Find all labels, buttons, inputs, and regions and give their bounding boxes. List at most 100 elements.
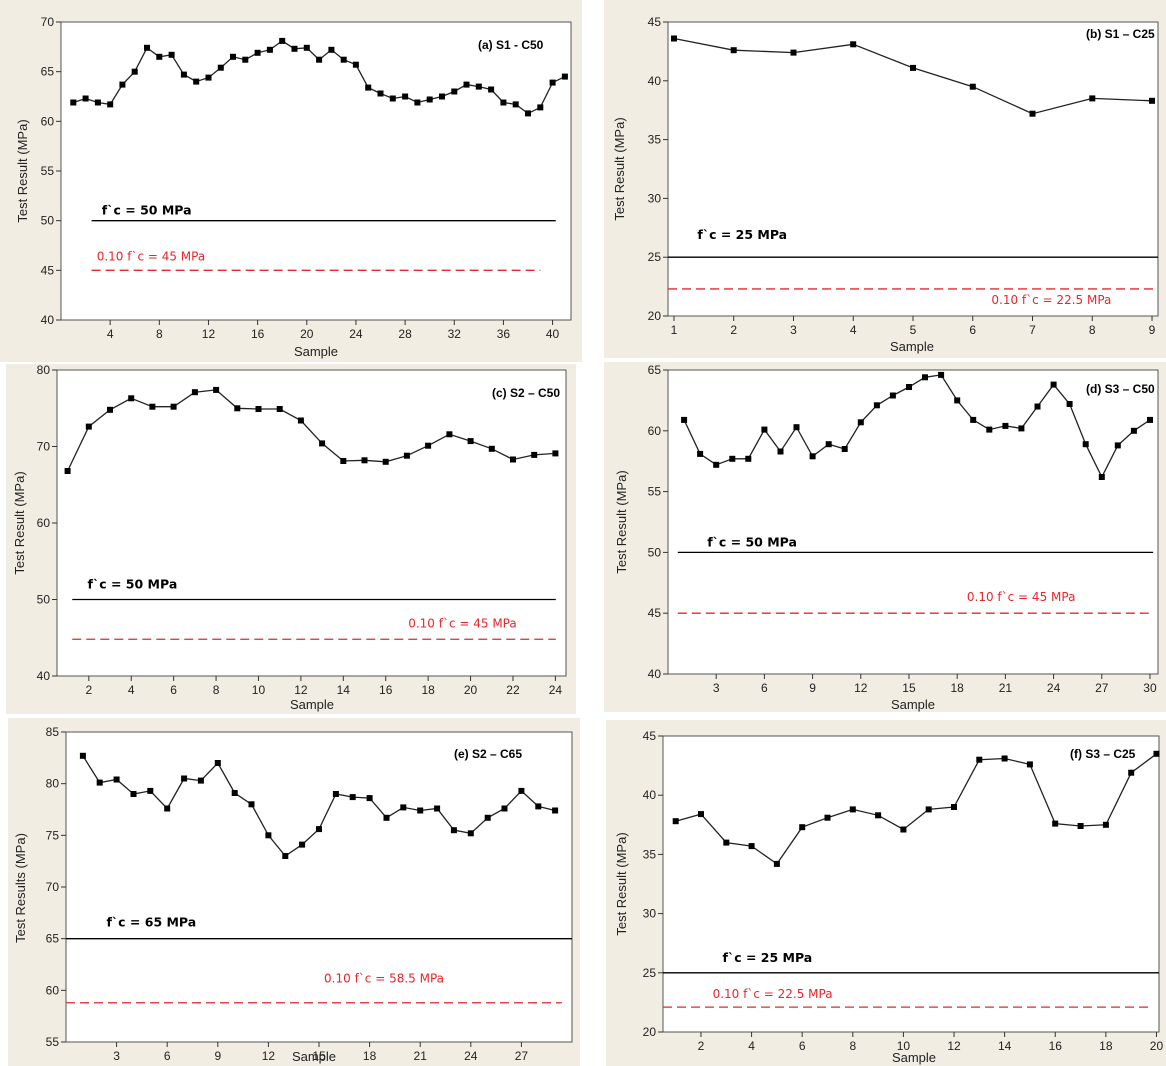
data-point — [79, 752, 86, 759]
data-point — [873, 402, 880, 409]
y-tick-label: 65 — [648, 363, 662, 377]
data-point — [426, 96, 433, 103]
x-tick-label: 18 — [363, 1049, 377, 1063]
y-tick-label: 35 — [648, 133, 662, 147]
data-point — [986, 426, 993, 433]
data-point — [777, 448, 784, 455]
x-tick-label: 3 — [113, 1049, 120, 1063]
data-point — [332, 791, 339, 797]
data-point — [525, 110, 531, 117]
data-point — [291, 45, 298, 52]
y-tick-label: 25 — [643, 966, 657, 980]
data-point — [809, 453, 816, 460]
plot-area — [662, 735, 1160, 1033]
data-point — [248, 801, 255, 808]
panel-title: (f) S3 – C25 — [1070, 747, 1136, 761]
data-point — [561, 73, 568, 80]
x-tick-label: 9 — [1149, 323, 1156, 337]
y-tick-label: 45 — [648, 15, 662, 29]
data-point — [954, 397, 961, 404]
data-point — [340, 458, 347, 464]
y-tick-label: 60 — [41, 114, 55, 128]
y-tick-label: 70 — [37, 440, 51, 454]
data-point — [349, 794, 356, 801]
x-tick-label: 27 — [515, 1049, 529, 1063]
data-point — [328, 46, 335, 53]
x-tick-label: 2 — [698, 1039, 705, 1053]
data-point — [729, 455, 736, 462]
plot-area — [667, 369, 1159, 675]
data-point — [761, 426, 768, 433]
data-point — [841, 446, 848, 452]
data-point — [748, 843, 755, 850]
y-tick-label: 20 — [648, 309, 662, 323]
reference-label-dashed: 0.10 f`c = 45 MPa — [408, 616, 517, 630]
data-point — [745, 455, 752, 462]
data-point — [130, 791, 137, 797]
y-tick-label: 55 — [46, 1035, 60, 1049]
data-point — [113, 776, 120, 783]
data-point — [234, 405, 241, 412]
data-point — [475, 83, 482, 90]
y-tick-label: 55 — [648, 485, 662, 499]
x-axis-label: Sample — [292, 1049, 336, 1064]
x-tick-label: 16 — [379, 683, 393, 697]
line-chart-f: (f) S3 – C25 Sample Test Result (MPa) 20… — [614, 729, 1163, 1065]
data-point — [969, 83, 976, 90]
chart-panel-b: (b) S1 – C25 Sample Test Result (MPa) 20… — [604, 0, 1166, 358]
x-tick-label: 16 — [251, 327, 265, 341]
data-point — [214, 760, 221, 766]
data-point — [875, 812, 882, 819]
x-tick-label: 3 — [790, 323, 797, 337]
data-point — [217, 64, 224, 71]
data-point — [552, 807, 559, 814]
data-point — [361, 457, 368, 464]
reference-label-dashed: 0.10 f`c = 22.5 MPa — [991, 293, 1111, 307]
y-tick-label: 20 — [643, 1025, 657, 1039]
x-tick-label: 7 — [1029, 323, 1036, 337]
data-point — [131, 68, 138, 75]
x-tick-label: 2 — [85, 683, 92, 697]
y-tick-label: 40 — [643, 788, 657, 802]
data-point — [681, 416, 688, 423]
data-point — [400, 804, 407, 811]
data-point — [149, 403, 156, 410]
data-point — [403, 452, 410, 459]
data-point — [906, 384, 912, 390]
data-point — [1026, 761, 1033, 768]
x-tick-label: 22 — [506, 683, 520, 697]
data-point — [181, 775, 188, 782]
chart-panel-e: (e) S2 – C65 Sample Test Results (MPa) 5… — [8, 718, 580, 1066]
data-point — [512, 101, 519, 108]
x-tick-label: 36 — [497, 327, 511, 341]
y-tick-label: 55 — [41, 164, 55, 178]
x-tick-label: 18 — [421, 683, 435, 697]
data-point — [107, 101, 114, 108]
data-point — [484, 814, 491, 821]
data-point — [205, 74, 212, 81]
data-point — [773, 860, 780, 867]
data-point — [352, 61, 359, 68]
data-point — [922, 374, 928, 381]
data-point — [128, 395, 135, 402]
data-point — [425, 442, 432, 449]
data-point — [825, 441, 832, 448]
data-point — [488, 86, 495, 93]
data-point — [230, 53, 236, 60]
panel-title: (b) S1 – C25 — [1086, 27, 1155, 41]
data-point — [1077, 823, 1084, 829]
y-tick-label: 50 — [37, 593, 51, 607]
data-point — [790, 49, 797, 56]
x-tick-label: 4 — [107, 327, 114, 341]
data-point — [297, 417, 304, 424]
x-tick-label: 40 — [546, 327, 560, 341]
data-point — [713, 461, 720, 468]
x-tick-label: 12 — [854, 681, 868, 695]
x-tick-label: 24 — [549, 683, 563, 697]
reference-label-dashed: 0.10 f`c = 58.5 MPa — [324, 972, 444, 986]
data-point — [850, 41, 857, 48]
data-point — [389, 95, 396, 102]
data-point — [857, 419, 864, 426]
x-tick-label: 24 — [1047, 681, 1061, 695]
data-point — [366, 795, 373, 802]
